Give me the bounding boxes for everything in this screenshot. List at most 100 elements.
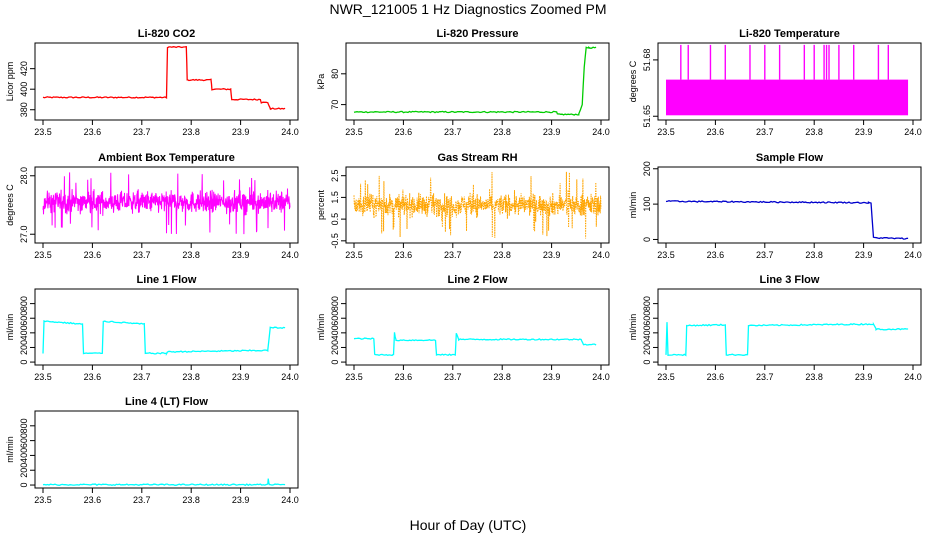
plot-frame [657,42,922,121]
x-tick-label: 23.5 [34,495,52,505]
chart-panel-6: Sample Flow 23.5 23.6 23.7 23.8 23.9 24.0 0 100 2… [628,152,922,260]
plot-area [42,45,286,111]
panel-title: Gas Stream RH [437,152,517,164]
y-tick-label: 100 [642,197,652,212]
x-tick-label: 23.9 [855,127,873,137]
x-tick-label: 23.5 [34,372,52,382]
x-tick-label: 24.0 [904,127,922,137]
x-tick-label: 23.9 [232,495,250,505]
y-tick-label: 400 [330,325,340,340]
panel-title: Line 4 (LT) Flow [125,396,208,408]
y-tick-label: 380 [19,102,29,117]
panel-title: Ambient Box Temperature [98,152,235,164]
noise-series [353,171,602,239]
chart-panel-3: Li-820 Temperature 23.5 23.6 23.7 23.8 23.9 24… [628,28,922,137]
x-tick-label: 23.9 [855,372,873,382]
y-tick-label: 600 [642,311,652,326]
chart-panel-7: Line 1 Flow 23.5 23.6 23.7 23.8 23.9 24.0 0 2004… [5,274,299,382]
chart-panel-4: Ambient Box Temperature 23.5 23.6 23.7 23.8 2… [5,152,299,260]
x-tick-label: 23.6 [395,372,413,382]
x-tick-label: 23.9 [232,372,250,382]
figure-title: NWR_121005 1 Hz Diagnostics Zoomed PM [329,1,607,17]
plot-frame [34,42,299,121]
series-line-1 [353,46,597,116]
x-tick-label: 23.6 [84,372,102,382]
x-tick-label: 24.0 [904,372,922,382]
y-axis-label: ml/min [628,314,638,341]
plot-frame [657,288,922,366]
x-tick-label: 24.0 [281,250,299,260]
plot-area [353,332,597,357]
plot-area [42,172,291,235]
x-tick-label: 23.8 [182,250,200,260]
y-tick-label: 28.0 [19,167,29,185]
y-axis-label: percent [316,189,326,220]
x-tick-label: 23.6 [707,372,725,382]
x-tick-label: 24.0 [592,250,610,260]
x-tick-label: 23.8 [493,372,511,382]
x-tick-label: 23.6 [84,127,102,137]
y-tick-label: 70 [330,100,340,110]
y-tick-label: 27.0 [19,225,29,243]
y-tick-label: 51.68 [642,49,652,72]
y-tick-label: 2.5 [330,169,340,182]
panel-title: Li-820 Pressure [437,28,519,40]
plot-frame [34,288,299,366]
x-tick-label: 23.7 [444,372,462,382]
plot-area [353,46,597,116]
chart-panel-5: Gas Stream RH 23.5 23.6 23.7 23.8 23.9 24.0 -0.… [316,152,610,260]
x-tick-label: 23.7 [756,127,774,137]
x-tick-label: 23.8 [805,250,823,260]
x-tick-label: 24.0 [904,250,922,260]
x-tick-label: 24.0 [281,495,299,505]
x-tick-label: 23.6 [84,250,102,260]
x-tick-label: 23.7 [756,250,774,260]
y-axis-label: ml/min [316,314,326,341]
plot-area [42,478,286,487]
series-line-1 [665,200,909,240]
x-tick-label: 23.7 [133,127,151,137]
x-tick-label: 23.8 [805,127,823,137]
y-tick-label: 600 [19,311,29,326]
panel-title: Li-820 Temperature [739,28,840,40]
y-tick-label: 80 [330,69,340,79]
y-tick-label: 200 [330,340,340,355]
y-tick-label: 0 [19,360,29,365]
y-tick-label: 800 [19,418,29,433]
y-axis-label: ml/min [628,192,638,219]
x-tick-label: 23.8 [182,495,200,505]
y-tick-label: 0.5 [330,213,340,226]
x-tick-label: 23.7 [756,372,774,382]
y-tick-label: 600 [330,311,340,326]
x-tick-label: 23.7 [133,250,151,260]
y-tick-label: 200 [642,161,652,176]
series-line-1 [665,321,909,357]
y-axis-label: Licor ppm [5,62,15,102]
plot-area [666,44,909,116]
x-tick-label: 23.5 [657,372,675,382]
y-tick-label: 400 [19,448,29,463]
y-tick-label: 0 [19,483,29,488]
x-tick-label: 23.9 [543,127,561,137]
panel-title: Line 1 Flow [137,274,197,286]
x-tick-label: 23.7 [444,127,462,137]
x-tick-label: 23.5 [345,250,363,260]
plot-frame [345,42,610,121]
x-tick-label: 23.6 [707,127,725,137]
chart-panel-8: Line 2 Flow 23.5 23.6 23.7 23.8 23.9 24.0 0 2004… [316,274,610,382]
y-tick-label: 1.5 [330,191,340,204]
plot-frame [34,410,299,489]
x-tick-label: 24.0 [592,372,610,382]
x-tick-label: 24.0 [281,127,299,137]
x-tick-label: 23.5 [345,372,363,382]
y-tick-label: 0 [330,360,340,365]
y-tick-label: 600 [19,433,29,448]
x-tick-label: 23.5 [345,127,363,137]
y-tick-label: 200 [642,340,652,355]
plot-frame [34,166,299,244]
panel-title: Line 2 Flow [448,274,508,286]
plot-frame [345,166,610,244]
x-tick-label: 23.5 [34,250,52,260]
plot-area [42,320,286,356]
